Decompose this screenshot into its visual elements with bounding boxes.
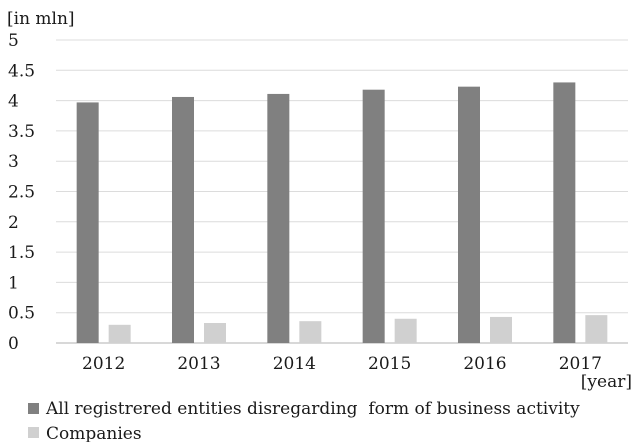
y-axis-label: [in mln] — [7, 9, 75, 29]
bar-all-entities-2017 — [553, 82, 576, 344]
legend-swatch-companies — [28, 427, 39, 438]
y-tick-label: 1.5 — [8, 243, 35, 263]
legend: All registrered entities disregarding fo… — [28, 399, 580, 442]
y-tick-label: 5 — [8, 31, 19, 51]
x-tick-label: 2015 — [368, 354, 411, 374]
x-tick-label: 2013 — [177, 354, 220, 374]
bar-companies-2016 — [490, 316, 512, 343]
y-tick-label: 1 — [8, 273, 19, 293]
bars — [76, 82, 608, 344]
x-axis: 2012 2013 2014 2015 2016 2017 — [82, 354, 602, 374]
y-tick-label: 0 — [8, 334, 19, 354]
bar-companies-2012 — [108, 324, 131, 343]
y-tick-label: 2 — [8, 213, 19, 233]
y-axis: 0 0.5 1 1.5 2 2.5 3 3.5 4 4.5 5 — [8, 31, 35, 354]
bar-all-entities-2016 — [458, 86, 480, 344]
bar-companies-2013 — [204, 323, 226, 343]
bar-all-entities-2013 — [172, 96, 194, 344]
bar-companies-2014 — [299, 321, 322, 343]
gridlines — [56, 39, 628, 344]
x-tick-label: 2012 — [82, 354, 125, 374]
bar-companies-2017 — [585, 315, 608, 343]
y-tick-label: 0.5 — [8, 304, 35, 324]
y-tick-label: 3 — [8, 152, 19, 172]
legend-swatch-all-entities — [28, 403, 39, 414]
y-tick-label: 4.5 — [8, 61, 35, 81]
y-tick-label: 2.5 — [8, 183, 35, 203]
x-tick-label: 2014 — [273, 354, 316, 374]
x-tick-label: 2016 — [463, 354, 506, 374]
x-axis-label: [year] — [581, 372, 632, 392]
y-tick-label: 4 — [8, 92, 19, 112]
legend-label-companies: Companies — [46, 424, 142, 442]
bar-all-entities-2012 — [76, 102, 99, 343]
bar-companies-2015 — [394, 318, 417, 343]
bar-all-entities-2015 — [362, 89, 385, 343]
y-tick-label: 3.5 — [8, 122, 35, 142]
legend-label-all-entities: All registrered entities disregarding fo… — [45, 399, 580, 419]
bar-all-entities-2014 — [267, 93, 290, 344]
x-tick-label: 2017 — [559, 354, 602, 374]
